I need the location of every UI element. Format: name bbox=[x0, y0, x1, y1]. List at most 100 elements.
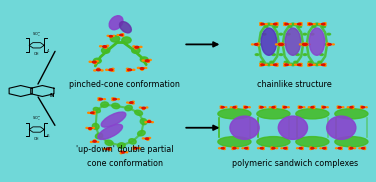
Circle shape bbox=[320, 148, 322, 149]
Circle shape bbox=[133, 149, 135, 150]
Circle shape bbox=[315, 148, 317, 149]
Circle shape bbox=[233, 106, 236, 108]
Circle shape bbox=[235, 106, 237, 107]
Circle shape bbox=[318, 61, 321, 63]
Circle shape bbox=[142, 60, 144, 61]
Circle shape bbox=[139, 107, 141, 108]
Ellipse shape bbox=[296, 137, 329, 147]
Circle shape bbox=[249, 107, 250, 108]
Circle shape bbox=[97, 68, 100, 69]
Circle shape bbox=[362, 148, 365, 149]
Circle shape bbox=[289, 24, 291, 25]
Circle shape bbox=[260, 61, 264, 63]
Circle shape bbox=[335, 148, 337, 149]
Circle shape bbox=[313, 106, 315, 107]
Circle shape bbox=[324, 63, 326, 64]
Circle shape bbox=[93, 141, 96, 142]
Circle shape bbox=[284, 65, 286, 66]
Circle shape bbox=[126, 70, 129, 71]
Ellipse shape bbox=[132, 48, 140, 53]
Circle shape bbox=[311, 106, 314, 108]
Circle shape bbox=[98, 98, 100, 99]
Circle shape bbox=[359, 148, 361, 149]
Circle shape bbox=[270, 61, 273, 63]
Circle shape bbox=[88, 112, 90, 113]
Circle shape bbox=[257, 43, 259, 44]
Circle shape bbox=[260, 148, 263, 149]
Circle shape bbox=[242, 148, 244, 149]
Circle shape bbox=[303, 43, 305, 44]
Circle shape bbox=[262, 33, 266, 35]
Circle shape bbox=[361, 106, 362, 107]
Ellipse shape bbox=[309, 28, 324, 55]
Circle shape bbox=[342, 107, 344, 108]
Text: cone conformation: cone conformation bbox=[87, 159, 163, 168]
Circle shape bbox=[101, 70, 103, 71]
Circle shape bbox=[279, 45, 281, 46]
Text: polymeric sandwich complexes: polymeric sandwich complexes bbox=[232, 159, 358, 168]
Text: pinched-cone conformation: pinched-cone conformation bbox=[69, 80, 180, 89]
Circle shape bbox=[91, 112, 94, 114]
Circle shape bbox=[286, 147, 288, 148]
Circle shape bbox=[135, 48, 137, 49]
Circle shape bbox=[288, 107, 289, 108]
Circle shape bbox=[120, 151, 122, 152]
Circle shape bbox=[107, 35, 109, 36]
Circle shape bbox=[276, 65, 278, 66]
Circle shape bbox=[146, 60, 149, 62]
Text: 4: 4 bbox=[47, 50, 49, 54]
Circle shape bbox=[308, 65, 310, 66]
Circle shape bbox=[230, 107, 232, 108]
Circle shape bbox=[100, 46, 102, 47]
Ellipse shape bbox=[102, 48, 110, 53]
Circle shape bbox=[289, 64, 291, 65]
Circle shape bbox=[132, 101, 134, 102]
Circle shape bbox=[364, 147, 365, 148]
Circle shape bbox=[352, 106, 354, 107]
Text: 6: 6 bbox=[47, 134, 49, 138]
Circle shape bbox=[122, 35, 124, 36]
Circle shape bbox=[147, 121, 151, 122]
Circle shape bbox=[311, 148, 314, 149]
Circle shape bbox=[274, 64, 277, 66]
Circle shape bbox=[321, 64, 325, 66]
Circle shape bbox=[324, 65, 326, 66]
Circle shape bbox=[135, 46, 139, 48]
Circle shape bbox=[244, 106, 246, 107]
Circle shape bbox=[255, 44, 258, 45]
Circle shape bbox=[269, 107, 271, 108]
Circle shape bbox=[299, 148, 302, 149]
Circle shape bbox=[350, 148, 353, 149]
Ellipse shape bbox=[327, 116, 356, 139]
Circle shape bbox=[225, 107, 227, 108]
Circle shape bbox=[94, 63, 96, 64]
Circle shape bbox=[141, 69, 143, 70]
Circle shape bbox=[287, 33, 290, 35]
Circle shape bbox=[232, 147, 233, 148]
Circle shape bbox=[113, 98, 116, 100]
Circle shape bbox=[258, 43, 261, 45]
Circle shape bbox=[109, 69, 113, 71]
Ellipse shape bbox=[92, 123, 99, 129]
Circle shape bbox=[308, 107, 310, 108]
Circle shape bbox=[310, 147, 312, 148]
Circle shape bbox=[140, 46, 142, 48]
Circle shape bbox=[297, 64, 301, 66]
Circle shape bbox=[148, 120, 150, 121]
Circle shape bbox=[349, 147, 351, 148]
Circle shape bbox=[97, 69, 100, 71]
Circle shape bbox=[301, 43, 304, 45]
Ellipse shape bbox=[296, 109, 329, 119]
Circle shape bbox=[122, 34, 124, 35]
Circle shape bbox=[300, 63, 302, 64]
Circle shape bbox=[303, 54, 307, 56]
Circle shape bbox=[145, 122, 147, 123]
Circle shape bbox=[94, 70, 96, 71]
Circle shape bbox=[337, 106, 339, 107]
Circle shape bbox=[302, 147, 303, 148]
Circle shape bbox=[315, 23, 318, 25]
Ellipse shape bbox=[218, 137, 251, 147]
Circle shape bbox=[300, 23, 302, 24]
Circle shape bbox=[257, 45, 259, 46]
Circle shape bbox=[133, 69, 135, 70]
